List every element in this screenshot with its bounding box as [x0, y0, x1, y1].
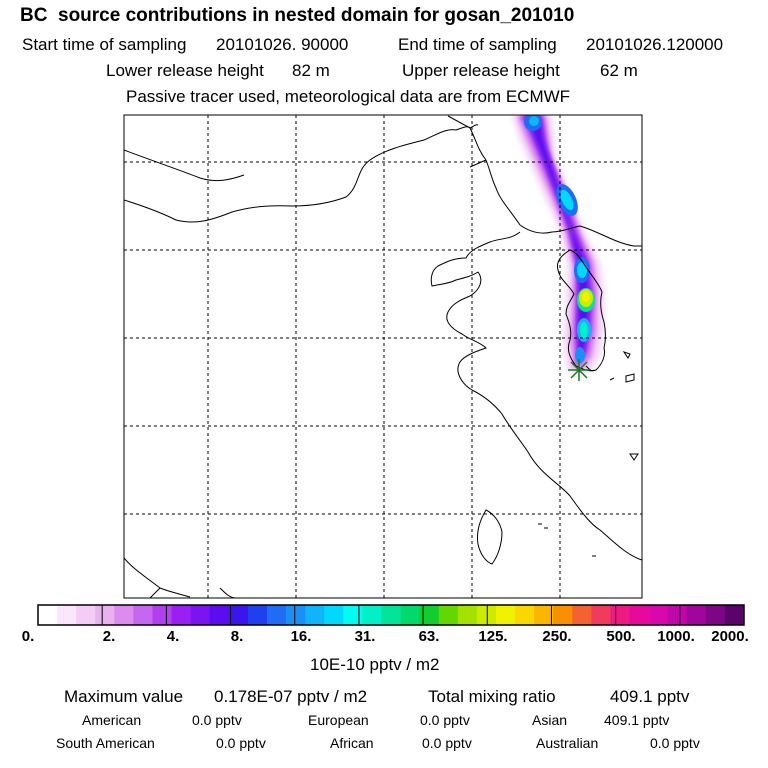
colorbar-unit: 10E-10 pptv / m2	[310, 655, 440, 674]
colorbar-segment	[724, 605, 745, 625]
colorbar-label-125: 125.	[478, 628, 508, 645]
colorbar-segment	[667, 605, 688, 625]
lat-lon-grid	[124, 115, 642, 598]
colorbar-segment	[400, 605, 421, 625]
colorbar-label-250: 250.	[542, 628, 572, 645]
colorbar-label-500: 500.	[606, 628, 636, 645]
colorbar-segment	[705, 605, 726, 625]
colorbar-segment	[419, 605, 440, 625]
colorbar-segment	[133, 605, 153, 625]
region-south-american-label: South American	[56, 735, 155, 751]
colorbar	[37, 604, 745, 626]
coastlines	[124, 115, 642, 598]
upper-release-value: 62 m	[600, 61, 638, 80]
tracer-note: Passive tracer used, meteorological data…	[126, 87, 571, 106]
colorbar-segment	[324, 605, 344, 625]
colorbar-segment	[171, 605, 192, 625]
colorbar-segment	[438, 605, 459, 625]
colorbar-frame	[37, 604, 745, 626]
region-australian-value: 0.0 pptv	[650, 735, 700, 751]
colorbar-segment	[686, 605, 707, 625]
colorbar-segment	[610, 605, 630, 625]
colorbar-label-2000: 2000.	[711, 628, 749, 645]
end-time-label: End time of sampling	[398, 35, 557, 54]
colorbar-segment	[648, 605, 669, 625]
colorbar-segment	[457, 605, 478, 625]
region-south-american-value: 0.0 pptv	[216, 735, 266, 751]
colorbar-segment	[305, 605, 325, 625]
total-mixing-value: 409.1 pptv	[610, 687, 690, 706]
colorbar-segment	[209, 605, 230, 625]
colorbar-segment	[629, 605, 649, 625]
lower-release-value: 82 m	[292, 61, 330, 80]
colorbar-label-31: 31.	[354, 628, 376, 645]
colorbar-segment	[553, 605, 573, 625]
colorbar-segment	[495, 605, 516, 625]
total-mixing-label: Total mixing ratio	[428, 687, 556, 706]
colorbar-label-16: 16.	[290, 628, 312, 645]
start-time-value: 20101026. 90000	[216, 35, 349, 54]
lower-release-label: Lower release height	[106, 61, 264, 80]
region-american-value: 0.0 pptv	[192, 712, 242, 728]
colorbar-segment	[534, 605, 554, 625]
region-european-value: 0.0 pptv	[420, 712, 470, 728]
colorbar-segment	[57, 605, 77, 625]
upper-release-label: Upper release height	[402, 61, 560, 80]
colorbar-segment	[476, 605, 497, 625]
map-frame	[123, 114, 643, 599]
colorbar-label-63: 63.	[418, 628, 440, 645]
colorbar-segment	[76, 605, 96, 625]
colorbar-segment	[247, 605, 268, 625]
region-american-label: American	[82, 712, 142, 728]
colorbar-segment	[362, 605, 382, 625]
concentration-plume	[512, 115, 604, 372]
colorbar-segment	[95, 605, 115, 625]
region-asian-value: 409.1 pptv	[604, 712, 670, 728]
end-time-value: 20101026.120000	[586, 35, 724, 54]
colorbar-segment	[515, 605, 535, 625]
region-asian-label: Asian	[532, 712, 568, 728]
colorbar-segment	[286, 605, 306, 625]
colorbar-segment	[114, 605, 134, 625]
colorbar-segment	[38, 605, 58, 625]
max-value: 0.178E-07 pptv / m2	[214, 687, 368, 706]
colorbar-segment	[266, 605, 287, 625]
colorbar-label-1000: 1000.	[657, 628, 695, 645]
colorbar-segment	[152, 605, 172, 625]
receptor-star-icon	[568, 359, 590, 381]
colorbar-label-2: 2.	[102, 628, 116, 645]
colorbar-segment	[572, 605, 592, 625]
colorbar-label-0: 0.	[21, 628, 35, 645]
colorbar-segment	[228, 605, 249, 625]
region-australian-label: Australian	[536, 735, 599, 751]
colorbar-segment	[381, 605, 401, 625]
colorbar-label-4: 4.	[166, 628, 180, 645]
region-african-label: African	[330, 735, 374, 751]
colorbar-segment	[343, 605, 363, 625]
max-value-label: Maximum value	[64, 687, 184, 706]
region-african-value: 0.0 pptv	[422, 735, 472, 751]
start-time-label: Start time of sampling	[22, 35, 187, 54]
colorbar-label-8: 8.	[230, 628, 244, 645]
page-title: BC source contributions in nested domain…	[20, 5, 575, 26]
region-european-label: European	[308, 712, 369, 728]
colorbar-segment	[190, 605, 211, 625]
colorbar-segment	[591, 605, 611, 625]
